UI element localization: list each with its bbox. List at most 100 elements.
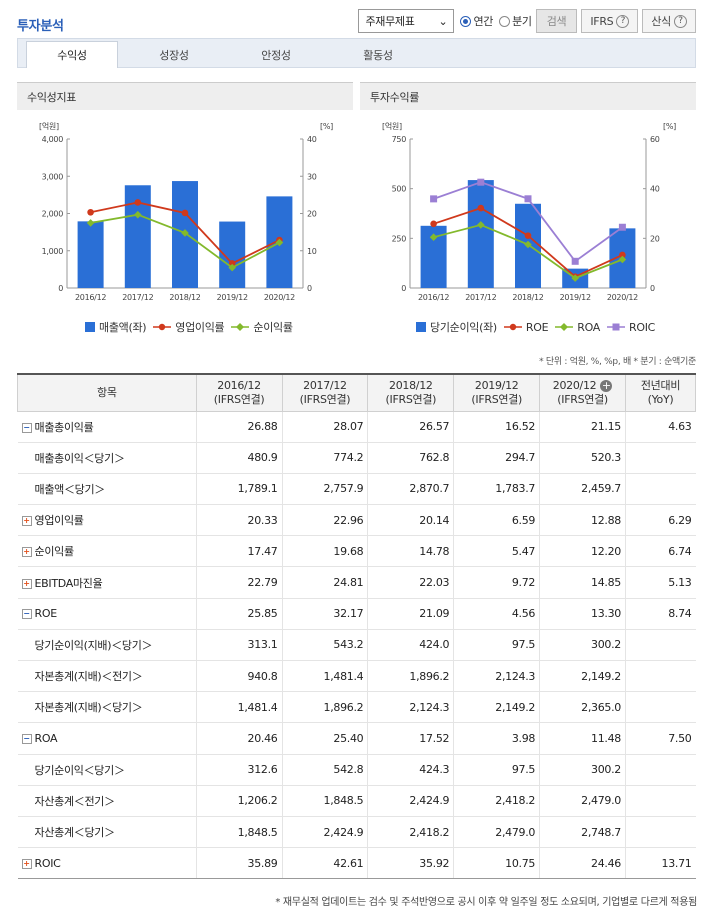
table-row: 매출액＜당기＞ 1,789.1 2,757.9 2,870.7 1,783.7 2,459… [17, 473, 696, 506]
table-cell: 10.75 [453, 847, 540, 880]
table-cell: 424.0 [367, 629, 454, 662]
tab-growth[interactable]: 성장성 [159, 48, 189, 62]
table-cell: 12.88 [539, 504, 626, 537]
expand-columns-icon[interactable]: + [600, 378, 613, 392]
table-cell: 25.40 [281, 722, 368, 755]
column-header: 2019/12 (IFRS연결) [453, 373, 541, 412]
table-cell: 1,848.5 [195, 816, 283, 849]
table-cell: 2,479.0 [453, 816, 540, 849]
legend-label: ROIC [629, 320, 656, 334]
tab-stability[interactable]: 안정성 [261, 48, 291, 62]
y2-tick-label: 40 [307, 135, 317, 144]
statement-select[interactable]: 주재무제표 ⌄ [358, 9, 455, 33]
series-point [87, 208, 94, 216]
help-icon: ? [616, 14, 630, 28]
collapse-icon[interactable]: − [21, 609, 32, 620]
search-button[interactable]: 검색 [535, 9, 578, 33]
table-cell [625, 442, 696, 474]
table-cell [625, 691, 696, 724]
table-row: + 영업이익률 20.33 22.96 20.14 6.59 12.88 6.29 [17, 504, 696, 537]
row-label: + ROIC [17, 847, 197, 880]
legend-label: ROA [577, 320, 600, 334]
help-icon: ? [674, 14, 687, 28]
table-cell [625, 473, 696, 506]
row-label: 당기순이익(지배)＜당기＞ [17, 629, 197, 662]
table-cell: 7.50 [625, 722, 696, 755]
series-point [524, 232, 532, 239]
table-row: + ROIC 35.89 42.61 35.92 10.75 24.46 13.71 [17, 847, 696, 880]
column-header: 2020/12 + (IFRS연결) [539, 373, 627, 412]
table-cell: 16.52 [453, 411, 540, 443]
x-tick-label: 2016/12 [75, 293, 106, 302]
ifrs-button[interactable]: IFRS? [581, 9, 639, 33]
y2-tick-label: 30 [307, 172, 317, 181]
collapse-icon[interactable]: − [21, 422, 32, 433]
formula-button[interactable]: 산식? [642, 9, 696, 33]
column-header-line: (IFRS연결) [213, 392, 265, 406]
left-legend: 매출액(좌) 영업이익률 순이익률 [85, 319, 293, 335]
radio-annual[interactable]: 연간 [460, 13, 493, 29]
profitability-chart: [억원] [%] 4,000 40 3,000 30 2,000 20 1,000 10 0 0 201… [39, 121, 333, 302]
x-tick-label: 2016/12 [418, 293, 449, 302]
column-header: 2018/12 (IFRS연결) [367, 373, 455, 412]
collapse-icon[interactable]: − [21, 733, 32, 744]
left-axis-unit: [억원] [39, 121, 59, 131]
table-cell: 424.3 [367, 754, 454, 786]
row-label: + EBITDA마진율 [17, 566, 197, 599]
table-cell: 20.33 [195, 504, 283, 537]
table-cell: 1,896.2 [281, 691, 368, 724]
column-header-line: 2018/12 [389, 378, 433, 392]
table-cell: 294.7 [453, 442, 540, 474]
row-label: 매출총이익＜당기＞ [17, 442, 197, 474]
tab-profitability[interactable]: 수익성 [26, 41, 118, 68]
table-cell: 13.71 [625, 847, 696, 880]
table-cell: 6.59 [453, 504, 540, 537]
row-label-text: 순이익률 [34, 545, 75, 559]
table-row: − 매출총이익률 26.88 28.07 26.57 16.52 21.15 4.63 [17, 411, 696, 443]
legend-item: ROE [503, 321, 549, 334]
column-header-line: 2019/12 [474, 378, 519, 392]
row-label: 당기순이익＜당기＞ [17, 754, 197, 786]
radio-annual-label: 연간 [473, 15, 494, 28]
series-point [430, 195, 438, 203]
series-point [181, 209, 189, 217]
table-cell: 542.8 [281, 754, 368, 786]
table-cell: 312.6 [195, 754, 283, 786]
statement-select-value: 주재무제표 [365, 15, 415, 28]
x-tick-label: 2020/12 [607, 293, 638, 302]
y-tick-label: 500 [392, 185, 407, 194]
row-label-text: ROA [34, 731, 58, 745]
table-cell: 313.1 [195, 629, 283, 662]
row-label: 자산총계＜당기＞ [17, 816, 197, 849]
expand-icon[interactable]: + [21, 858, 32, 869]
tab-activity[interactable]: 활동성 [363, 48, 393, 62]
expand-icon[interactable]: + [21, 516, 32, 527]
table-cell: 22.79 [195, 566, 283, 599]
x-tick-label: 2019/12 [217, 293, 248, 302]
table-row: 자산총계＜전기＞ 1,206.2 1,848.5 2,424.9 2,418.2 2,47… [17, 785, 696, 817]
formula-label: 산식 [651, 15, 671, 28]
x-tick-label: 2020/12 [264, 293, 295, 302]
table-cell: 12.20 [539, 535, 626, 568]
legend-label: 영업이익률 [175, 321, 225, 334]
bar [467, 180, 494, 288]
row-label: − ROA [17, 722, 197, 755]
series-point [618, 255, 627, 264]
expand-icon[interactable]: + [21, 578, 32, 589]
series-point [275, 238, 284, 247]
table-cell: 5.13 [625, 566, 696, 599]
table-cell: 35.89 [195, 847, 283, 880]
radio-quarter[interactable]: 분기 [499, 13, 532, 29]
table-cell: 2,459.7 [539, 473, 626, 506]
table-row: 당기순이익(지배)＜당기＞ 313.1 543.2 424.0 97.5 300.2 [17, 629, 696, 662]
expand-icon[interactable]: + [21, 547, 32, 558]
legend-item: 영업이익률 [153, 319, 225, 335]
table-cell: 2,149.2 [539, 660, 626, 693]
row-label: 자본총계(지배)＜당기＞ [17, 691, 197, 724]
table-cell: 2,424.9 [367, 785, 454, 817]
table-cell: 21.09 [367, 598, 454, 630]
legend-label: 당기순이익(좌) [430, 321, 497, 334]
table-cell: 32.17 [281, 598, 368, 630]
row-label-text: 자산총계＜전기＞ [34, 794, 116, 808]
table-cell: 28.07 [281, 411, 368, 443]
